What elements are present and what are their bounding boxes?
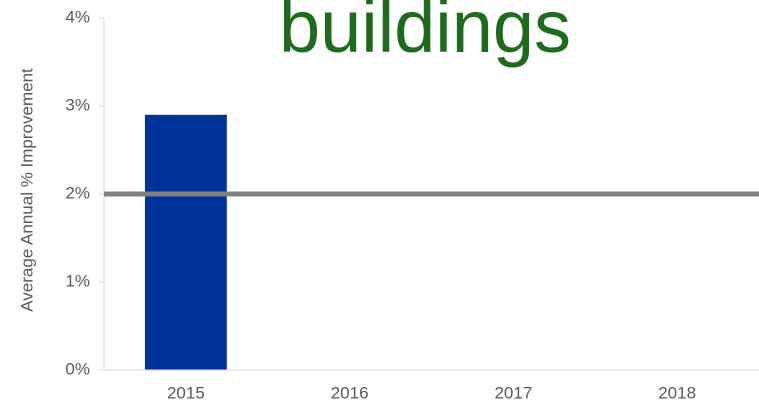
chart-title: buildings <box>279 0 571 68</box>
bar <box>144 114 227 370</box>
y-tick-label: 1% <box>65 271 90 290</box>
y-tick-label: 4% <box>65 7 90 26</box>
y-axis-label: Average Annual % Improvement <box>17 68 36 312</box>
y-tick-label: 0% <box>65 359 90 378</box>
x-tick-label: 2016 <box>331 383 369 402</box>
y-tick-label: 3% <box>65 95 90 114</box>
x-tick-label: 2017 <box>494 383 532 402</box>
y-tick-label: 2% <box>65 183 90 202</box>
x-tick-label: 2015 <box>167 383 205 402</box>
x-tick-label: 2018 <box>658 383 696 402</box>
